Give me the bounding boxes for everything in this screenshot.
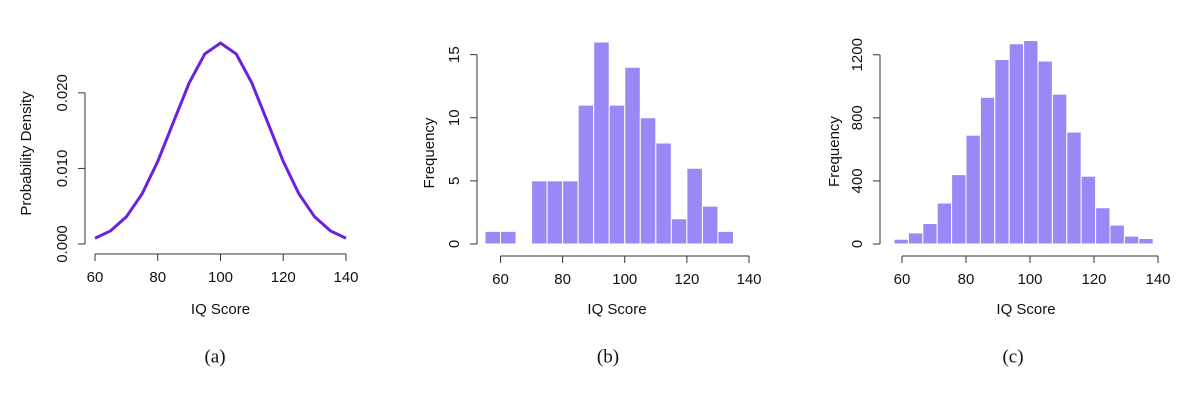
bar bbox=[936, 202, 953, 245]
y-tick-label: 1200 bbox=[849, 38, 866, 71]
bar bbox=[951, 174, 967, 245]
x-axis-label: IQ Score bbox=[996, 301, 1055, 318]
bar bbox=[500, 230, 517, 245]
y-tick-label: 800 bbox=[849, 105, 866, 130]
bar bbox=[979, 96, 996, 245]
bar bbox=[717, 230, 734, 245]
y-tick-label: 15 bbox=[446, 46, 463, 63]
bar bbox=[686, 167, 703, 245]
y-axis-label: Frequency bbox=[826, 116, 843, 187]
bar bbox=[893, 238, 909, 245]
bar bbox=[1066, 131, 1082, 245]
x-tick-label: 80 bbox=[554, 271, 571, 288]
x-tick-label: 140 bbox=[333, 269, 358, 286]
x-tick-label: 80 bbox=[149, 269, 166, 286]
bar bbox=[907, 232, 924, 245]
bar bbox=[1138, 237, 1154, 245]
y-tick-label: 400 bbox=[849, 168, 866, 193]
x-axis-label: IQ Score bbox=[587, 301, 646, 318]
bar bbox=[531, 180, 548, 245]
x-tick-label: 100 bbox=[1017, 271, 1042, 288]
bar bbox=[577, 104, 595, 245]
x-tick-label: 140 bbox=[736, 271, 761, 288]
bar bbox=[965, 134, 981, 245]
bar bbox=[484, 230, 502, 245]
bar bbox=[1023, 40, 1039, 245]
x-tick-label: 140 bbox=[1145, 271, 1170, 288]
x-tick-label: 60 bbox=[492, 271, 509, 288]
bar bbox=[546, 180, 564, 245]
bar bbox=[1037, 60, 1053, 245]
bar bbox=[1095, 207, 1111, 245]
x-tick-label: 60 bbox=[894, 271, 911, 288]
x-tick-label: 60 bbox=[87, 269, 104, 286]
caption: (b) bbox=[597, 346, 619, 367]
x-tick-label: 80 bbox=[958, 271, 975, 288]
density-curve bbox=[94, 41, 347, 240]
x-tick-label: 120 bbox=[1081, 271, 1106, 288]
y-axis-label: Probability Density bbox=[18, 91, 35, 216]
bar bbox=[922, 223, 938, 245]
bar bbox=[1123, 235, 1140, 245]
bar bbox=[562, 180, 579, 245]
caption: (c) bbox=[1002, 346, 1023, 367]
y-tick-label: 0.000 bbox=[54, 225, 71, 263]
bar bbox=[1080, 175, 1097, 245]
y-axis-label: Frequency bbox=[421, 117, 438, 188]
bar bbox=[639, 117, 657, 245]
x-tick-label: 100 bbox=[612, 271, 637, 288]
bar bbox=[701, 205, 719, 245]
y-tick-label: 10 bbox=[446, 109, 463, 126]
bar bbox=[994, 59, 1010, 245]
y-tick-label: 0 bbox=[446, 240, 463, 248]
bar bbox=[1008, 43, 1025, 245]
bar bbox=[1109, 224, 1125, 245]
x-tick-label: 120 bbox=[674, 271, 699, 288]
y-tick-label: 0.020 bbox=[54, 74, 71, 112]
x-tick-label: 120 bbox=[271, 269, 296, 286]
y-tick-label: 0.010 bbox=[54, 150, 71, 188]
y-tick-label: 5 bbox=[446, 177, 463, 185]
caption: (a) bbox=[204, 346, 225, 367]
bar bbox=[624, 66, 641, 245]
bar bbox=[655, 142, 672, 245]
y-tick-label: 0 bbox=[849, 240, 866, 248]
bar bbox=[1051, 93, 1068, 245]
bar bbox=[608, 104, 626, 245]
x-tick-label: 100 bbox=[208, 269, 233, 286]
bar bbox=[593, 41, 610, 245]
bar bbox=[670, 218, 688, 245]
x-axis-label: IQ Score bbox=[191, 301, 250, 318]
